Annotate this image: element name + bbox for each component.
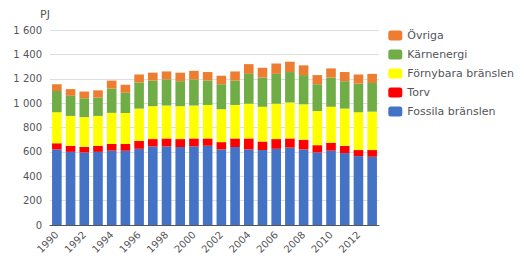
svg-text:400: 400 (23, 171, 42, 182)
svg-text:2006: 2006 (254, 229, 280, 255)
svg-text:1 600: 1 600 (13, 25, 42, 36)
svg-text:2004: 2004 (227, 229, 253, 255)
svg-text:1 200: 1 200 (13, 73, 42, 84)
svg-text:Övriga: Övriga (407, 29, 443, 42)
svg-text:0: 0 (36, 220, 42, 231)
svg-text:800: 800 (23, 122, 42, 133)
svg-text:1996: 1996 (117, 229, 143, 255)
svg-text:Förnybara bränslen: Förnybara bränslen (407, 67, 514, 80)
svg-text:1998: 1998 (145, 229, 171, 255)
svg-text:1992: 1992 (62, 229, 88, 255)
svg-text:2010: 2010 (309, 229, 335, 255)
svg-text:600: 600 (23, 146, 42, 157)
svg-text:2000: 2000 (172, 229, 198, 255)
svg-text:2002: 2002 (199, 229, 225, 255)
svg-text:1 000: 1 000 (13, 98, 42, 109)
svg-text:Fossila bränslen: Fossila bränslen (407, 105, 495, 118)
svg-text:1990: 1990 (35, 229, 61, 255)
svg-text:PJ: PJ (40, 8, 50, 21)
svg-text:1 400: 1 400 (13, 49, 42, 60)
svg-text:Torv: Torv (406, 86, 430, 99)
svg-text:1994: 1994 (90, 229, 116, 255)
svg-text:2008: 2008 (282, 229, 308, 255)
svg-text:200: 200 (23, 195, 42, 206)
svg-text:2012: 2012 (337, 229, 363, 255)
svg-text:Kärnenergi: Kärnenergi (407, 48, 467, 61)
